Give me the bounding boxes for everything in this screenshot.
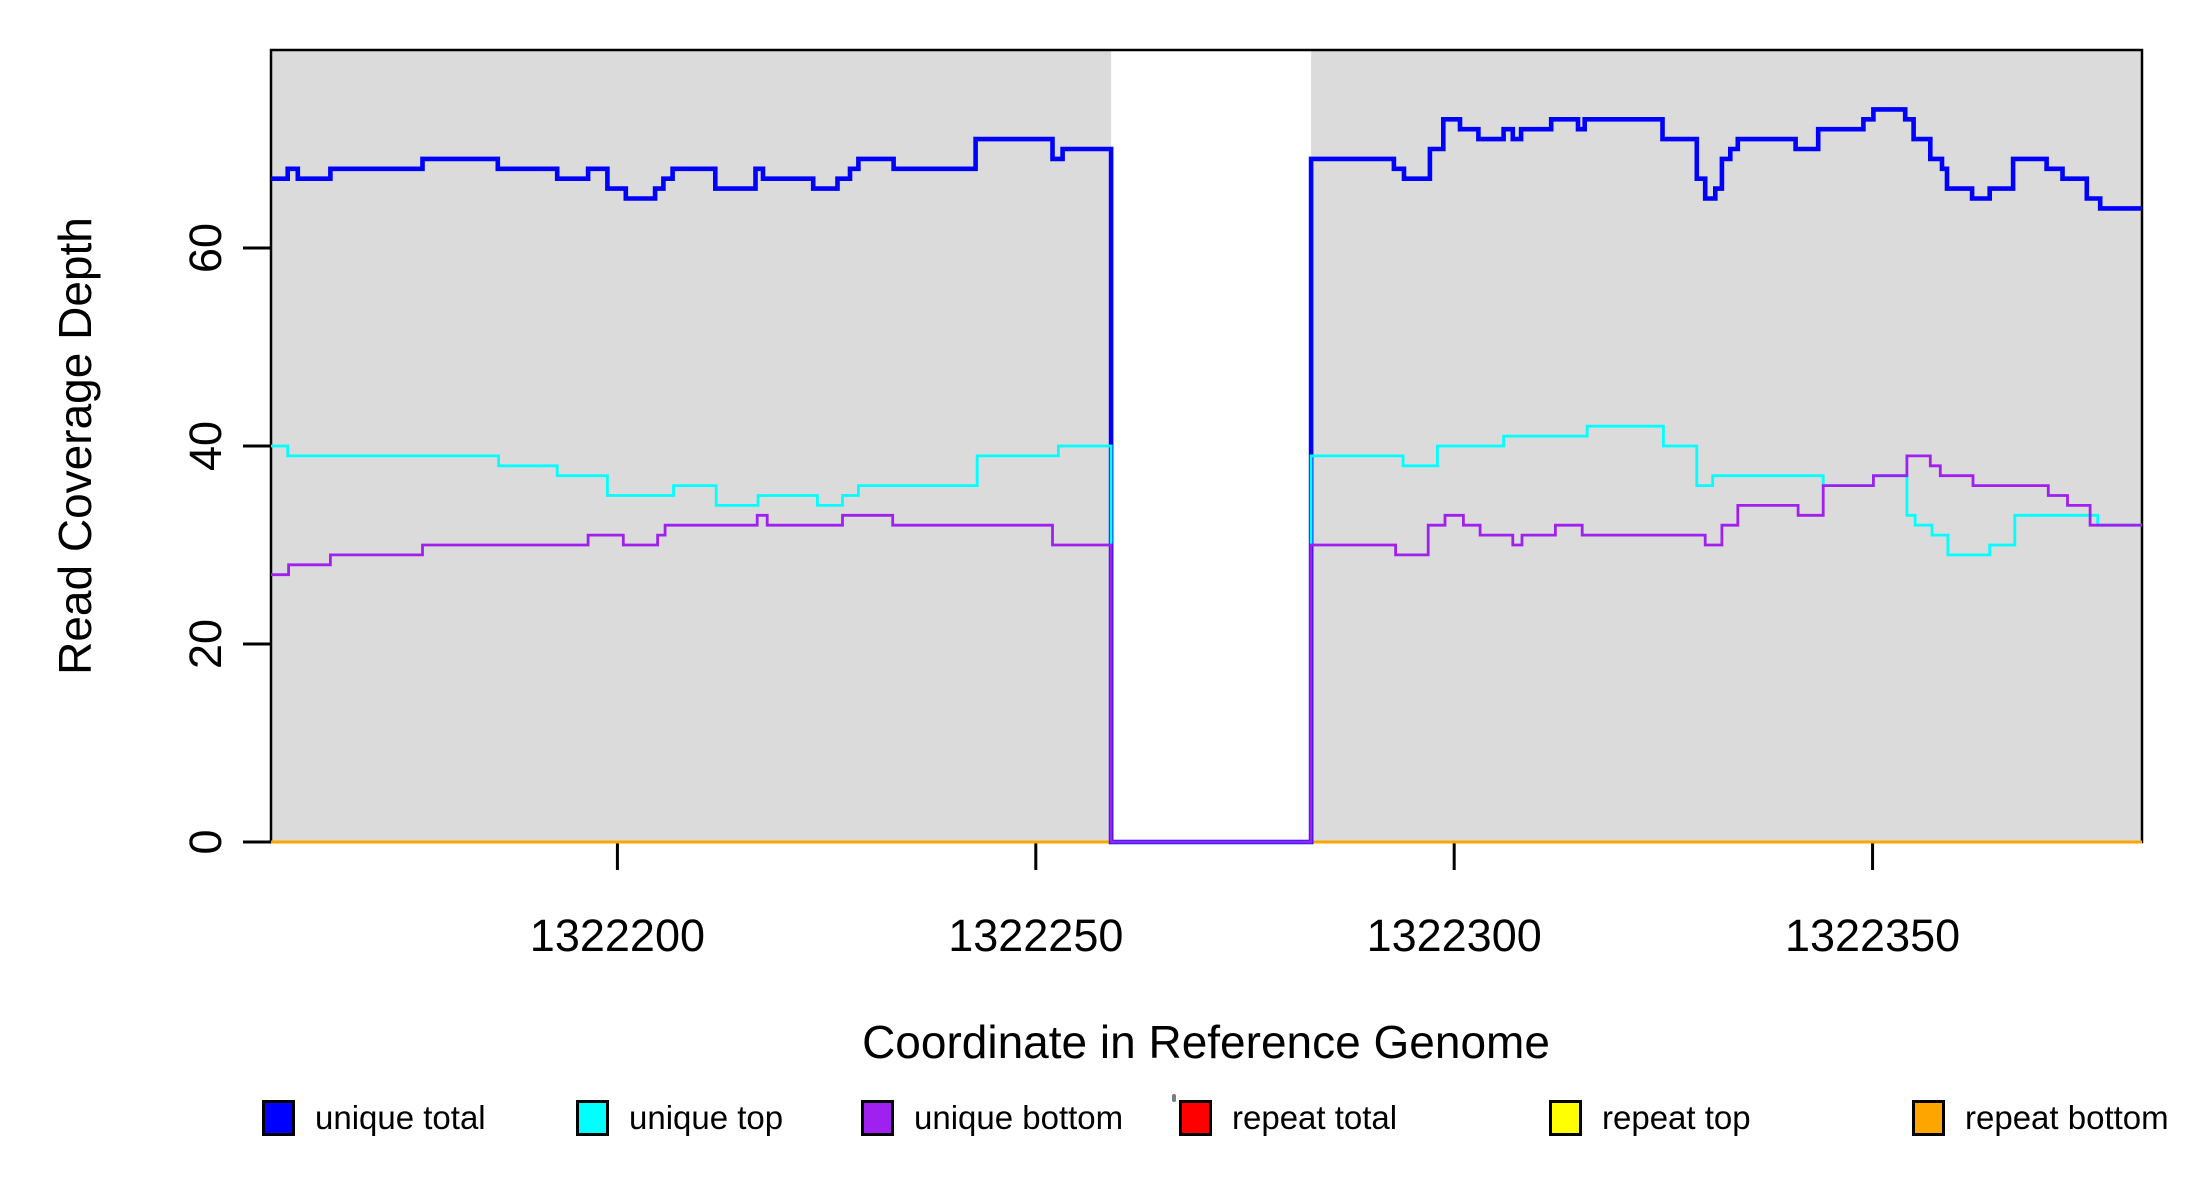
x-tick-label-1322250: 1322250 [948, 910, 1124, 961]
legend-label: unique total [315, 1099, 486, 1136]
y-tick-label-0: 0 [180, 829, 231, 855]
x-axis-label: Coordinate in Reference Genome [862, 1016, 1550, 1068]
legend-swatch-unique-total [262, 1100, 295, 1136]
stray-mark-dot [1172, 1094, 1176, 1102]
legend-label: repeat top [1602, 1099, 1751, 1136]
legend-swatch-repeat-top [1549, 1100, 1582, 1136]
y-tick-label-40: 40 [180, 420, 231, 472]
shaded-region-1 [1311, 50, 2142, 842]
series-unique-top [271, 424, 2142, 844]
legend-swatch-unique-bottom [861, 1100, 894, 1136]
series-unique-total [271, 107, 2142, 845]
shaded-region-0 [271, 50, 1112, 842]
legend-label: repeat bottom [1965, 1099, 2169, 1136]
legend-swatch-unique-top [576, 1100, 609, 1136]
legend-item-unique-total: unique total [262, 1098, 486, 1138]
y-tick-label-20: 20 [180, 618, 231, 670]
legend-item-unique-bottom: unique bottom [861, 1098, 1123, 1138]
legend-label: unique bottom [914, 1099, 1124, 1136]
y-axis-label: Read Coverage Depth [49, 217, 101, 675]
legend-swatch-repeat-total [1179, 1100, 1212, 1136]
x-tick-label-1322350: 1322350 [1784, 910, 1961, 961]
x-tick-label-1322200: 1322200 [529, 910, 706, 961]
series-unique-bottom [271, 454, 2142, 844]
legend-label: repeat total [1232, 1099, 1398, 1136]
x-tick-label-1322300: 1322300 [1366, 910, 1542, 961]
legend-item-repeat-top: repeat top [1549, 1098, 1751, 1138]
legend-item-repeat-bottom: repeat bottom [1912, 1098, 2169, 1138]
legend-item-unique-top: unique top [576, 1098, 783, 1138]
y-tick-label-60: 60 [180, 222, 231, 274]
legend-swatch-repeat-bottom [1912, 1100, 1945, 1136]
legend-item-repeat-total: repeat total [1179, 1098, 1397, 1138]
legend-label: unique top [629, 1099, 784, 1136]
